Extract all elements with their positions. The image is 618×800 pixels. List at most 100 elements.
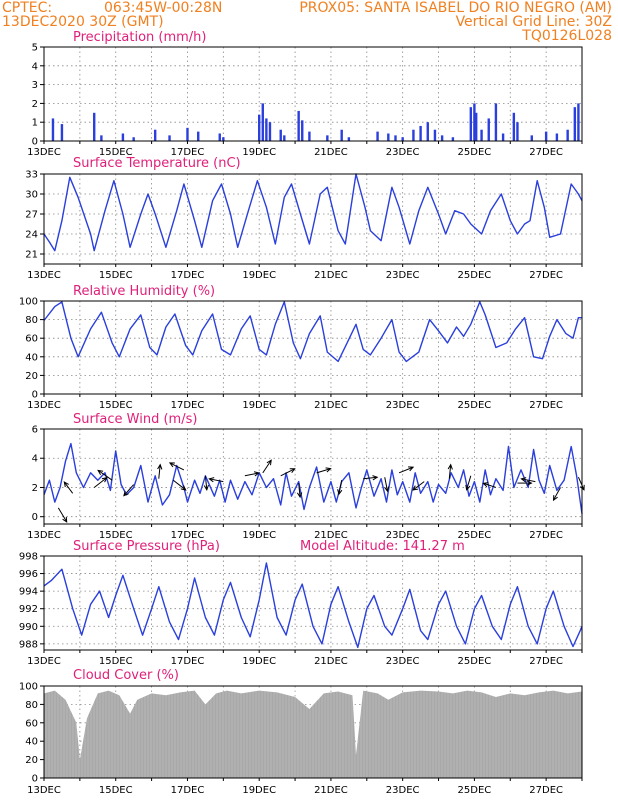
precipitation-bar <box>297 110 300 141</box>
surface-wind-vector-shaft <box>158 464 161 479</box>
precipitation-bar <box>451 137 455 141</box>
relative-humidity-xtick-label: 27DEC <box>529 400 563 411</box>
surface-wind-xtick-label: 15DEC <box>99 530 133 541</box>
precipitation-bar <box>268 122 272 141</box>
cloud-cover-frame <box>43 685 583 779</box>
precipitation-bar <box>222 137 225 141</box>
surface-wind-vector-shaft <box>466 475 472 490</box>
surface-temperature-ytick-label: 33 <box>25 170 38 181</box>
surface-wind-vector-shaft <box>338 480 343 495</box>
relative-humidity-xtick-label: 21DEC <box>314 400 348 411</box>
relative-humidity-series-line <box>43 301 582 363</box>
surface-wind-vector-shaft <box>209 478 224 483</box>
surface-wind-vector-head <box>325 467 332 473</box>
surface-pressure-ytick-label: 996 <box>19 569 38 580</box>
surface-pressure-panel: 988 990 992 994 996 998 13DEC 15DEC 17DEC 19DEC 21… <box>19 539 583 667</box>
surface-wind-vector-shaft <box>483 482 497 488</box>
surface-wind-vector-shaft <box>363 476 378 480</box>
header-source: CPTEC: <box>2 0 52 16</box>
surface-temperature-ytick-label: 21 <box>25 250 38 261</box>
surface-wind-vector-head <box>384 486 390 493</box>
header-grid-note: Vertical Grid Line: 30Z <box>456 14 612 30</box>
surface-pressure-xtick-label: 17DEC <box>171 656 205 667</box>
surface-temperature-series-line <box>43 173 583 252</box>
surface-wind-vector-shaft <box>204 475 208 490</box>
precipitation-bar <box>401 137 404 141</box>
cloud-cover-xtick-label: 25DEC <box>458 785 492 796</box>
surface-wind-vector-shaft <box>521 478 536 483</box>
surface-pressure-xtick-label: 13DEC <box>27 656 61 667</box>
surface-wind-vector-head <box>447 463 453 470</box>
precipitation-bar <box>577 103 580 141</box>
precipitation-bar <box>261 103 264 141</box>
surface-pressure-ytick-label: 988 <box>19 639 38 650</box>
surface-wind-vector-head <box>123 490 129 497</box>
surface-wind-vector-shaft <box>244 472 259 477</box>
surface-pressure-ytick-label: 990 <box>19 622 38 633</box>
surface-wind-xtick-label: 19DEC <box>242 530 276 541</box>
surface-wind-vector-head <box>157 463 163 470</box>
precipitation-bar <box>168 135 171 141</box>
surface-pressure-xtick-label: 21DEC <box>314 656 348 667</box>
cloud-cover-xtick-label: 17DEC <box>171 785 205 796</box>
surface-pressure-xtick-label: 15DEC <box>99 656 133 667</box>
cloud-cover-ytick-label: 40 <box>25 737 38 748</box>
surface-temperature-title: Surface Temperature (nC) <box>73 156 241 171</box>
surface-temperature-xtick-label: 25DEC <box>458 270 492 281</box>
relative-humidity-xtick-label: 19DEC <box>242 400 276 411</box>
surface-wind-xtick-label: 17DEC <box>171 530 205 541</box>
precipitation-bar <box>60 124 64 141</box>
relative-humidity-title: Relative Humidity (%) <box>73 284 215 299</box>
surface-temperature-xtick-label: 23DEC <box>386 270 420 281</box>
precipitation-bar <box>51 118 55 141</box>
surface-wind-xtick-label: 21DEC <box>314 530 348 541</box>
surface-wind-vector-head <box>579 484 585 491</box>
surface-wind-vector-shaft <box>169 462 185 471</box>
precipitation-bar <box>347 137 351 141</box>
surface-temperature-panel: 21 24 27 30 33 13DEC 15DEC 17DEC 19DEC 21DEC 23DEC… <box>25 156 583 281</box>
relative-humidity-ytick-label: 60 <box>25 334 38 345</box>
cloud-cover-ytick-label: 0 <box>32 774 38 785</box>
precipitation-bar <box>301 120 304 141</box>
precipitation-bar <box>340 129 343 141</box>
panels: 0 1 2 3 4 5 13DEC 15DEC 17DEC 19DEC 21DEC 23DEC 25DE… <box>19 30 585 796</box>
precipitation-plot-area <box>44 47 582 141</box>
surface-wind-vector-shaft <box>553 487 561 501</box>
surface-temperature-ytick-label: 24 <box>25 230 38 241</box>
precipitation-xtick-label: 15DEC <box>99 147 133 158</box>
surface-wind-vector-shaft <box>172 479 187 491</box>
precipitation-bar <box>433 129 437 141</box>
surface-temperature-xtick-label: 17DEC <box>171 270 205 281</box>
precipitation-bar <box>258 114 261 141</box>
surface-wind-vector-shaft <box>412 481 425 491</box>
surface-wind-vector-shaft <box>384 477 389 492</box>
relative-humidity-panel: 0 20 40 60 80 100 13DEC 15DEC 17DEC 19DEC 21DEC 23D… <box>19 284 583 411</box>
surface-temperature-xtick-label: 21DEC <box>314 270 348 281</box>
precipitation-bar <box>308 131 311 141</box>
cloud-cover-ytick-label: 100 <box>19 682 38 693</box>
surface-pressure-ytick-label: 998 <box>19 552 38 563</box>
surface-wind-xtick-label: 27DEC <box>529 530 563 541</box>
surface-wind-vector-head <box>520 477 527 483</box>
precipitation-bar <box>469 107 473 141</box>
surface-wind-vector-head <box>465 484 471 491</box>
cloud-cover-xtick-label: 23DEC <box>386 785 420 796</box>
precipitation-bar <box>544 131 548 141</box>
precipitation-bar <box>501 133 505 141</box>
surface-wind-vector-shaft <box>123 484 135 497</box>
surface-wind-vector-head <box>408 466 415 472</box>
precipitation-bar <box>279 129 282 141</box>
precipitation-bar <box>218 133 221 141</box>
precipitation-bar <box>153 129 157 141</box>
precipitation-bar <box>100 135 103 141</box>
surface-wind-ytick-label: 2 <box>32 483 38 494</box>
precipitation-xtick-label: 27DEC <box>529 147 563 158</box>
precipitation-bar <box>494 103 498 141</box>
precipitation-bar <box>555 133 559 141</box>
precipitation-bar <box>197 131 200 141</box>
surface-pressure-ytick-label: 994 <box>19 587 38 598</box>
surface-wind-title: Surface Wind (m/s) <box>73 412 197 427</box>
precipitation-xtick-label: 13DEC <box>27 147 61 158</box>
precipitation-xtick-label: 19DEC <box>242 147 276 158</box>
precipitation-bar <box>516 122 519 141</box>
